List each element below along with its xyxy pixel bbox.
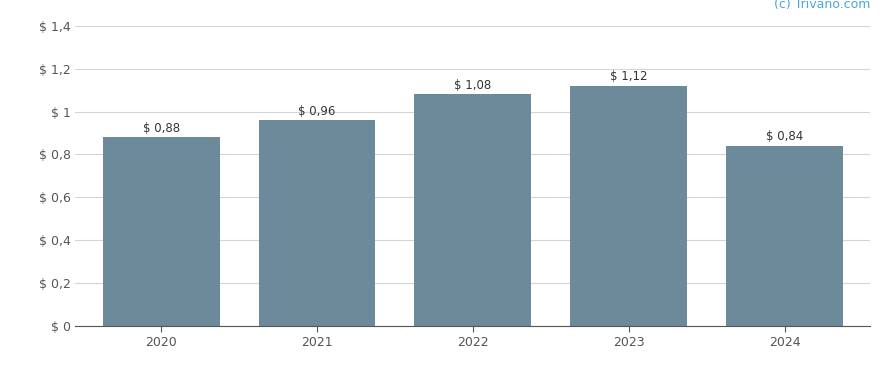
Bar (726, 146, 843, 326)
Bar (103, 137, 219, 326)
Text: $ 1,12: $ 1,12 (610, 70, 647, 83)
Bar (570, 86, 687, 326)
Bar (258, 120, 376, 326)
Text: (c) Trivano.com: (c) Trivano.com (773, 0, 870, 11)
Text: $ 0,96: $ 0,96 (298, 104, 336, 118)
Bar (415, 94, 531, 326)
Text: $ 1,08: $ 1,08 (455, 79, 491, 92)
Text: $ 0,88: $ 0,88 (143, 122, 179, 135)
Text: $ 0,84: $ 0,84 (766, 130, 803, 143)
